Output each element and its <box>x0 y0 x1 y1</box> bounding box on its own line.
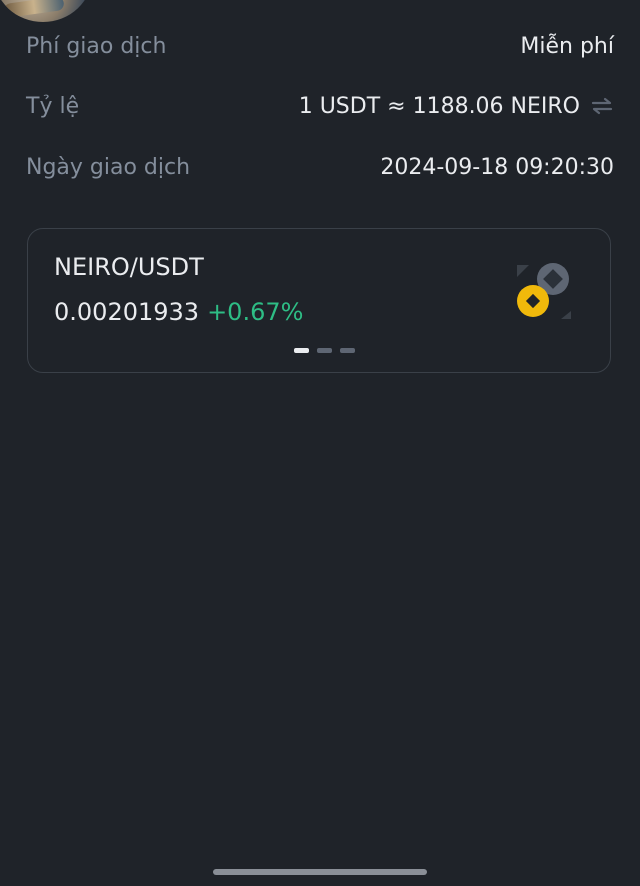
pager-dot[interactable] <box>340 348 355 353</box>
fee-label: Phí giao dịch <box>26 33 167 59</box>
market-card[interactable]: NEIRO/USDT 0.00201933 +0.67% <box>27 228 611 373</box>
price-row: 0.00201933 +0.67% <box>54 298 303 326</box>
avatar-image <box>3 0 65 19</box>
home-indicator[interactable] <box>213 869 427 875</box>
card-pager[interactable] <box>294 348 355 353</box>
binance-coin-icon <box>513 261 575 323</box>
rate-label: Tỷ lệ <box>26 93 80 119</box>
pager-dot[interactable] <box>317 348 332 353</box>
rate-value: 1 USDT ≈ 1188.06 NEIRO <box>298 93 580 119</box>
fee-row: Phí giao dịch Miễn phí <box>26 26 614 66</box>
date-label: Ngày giao dịch <box>26 154 191 180</box>
swap-arrows-icon[interactable] <box>590 96 614 116</box>
pager-dot-active[interactable] <box>294 348 309 353</box>
avatar[interactable] <box>0 0 92 22</box>
price-change: +0.67% <box>207 298 304 326</box>
date-value: 2024-09-18 09:20:30 <box>380 154 614 180</box>
fee-value: Miễn phí <box>520 33 614 59</box>
rate-row: Tỷ lệ 1 USDT ≈ 1188.06 NEIRO <box>26 86 614 126</box>
trading-pair: NEIRO/USDT <box>54 253 204 281</box>
pair-price: 0.00201933 <box>54 298 200 326</box>
date-row: Ngày giao dịch 2024-09-18 09:20:30 <box>26 147 614 187</box>
rate-value-group: 1 USDT ≈ 1188.06 NEIRO <box>299 94 614 119</box>
